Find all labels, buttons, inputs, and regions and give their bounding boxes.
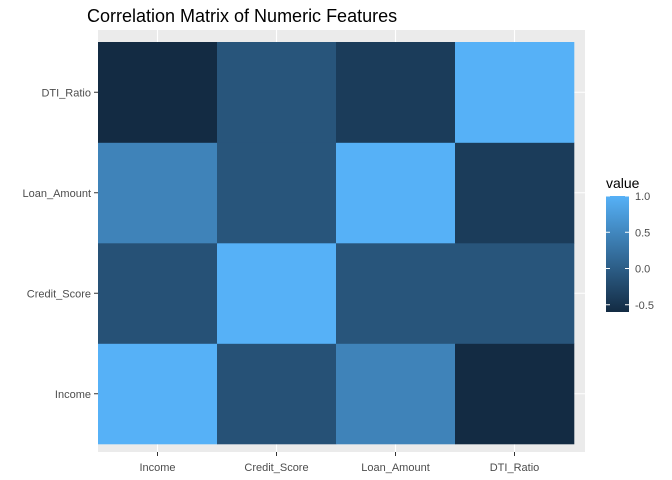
x-tick-label: Income [139,462,175,474]
x-tick-label: Credit_Score [244,462,308,474]
heatmap-tile [98,42,218,143]
heatmap-tile [455,343,575,445]
heatmap-tile [217,243,337,344]
legend-label: 1.0 [635,191,650,203]
legend-label: 0.0 [635,264,650,276]
heatmap-tile [98,243,218,344]
heatmap-tile [336,42,456,143]
legend-title: value [606,175,640,191]
y-tick-label: Credit_Score [27,288,91,300]
heatmap-tile [217,142,337,244]
y-tick-label: Income [55,389,91,401]
x-tick-label: DTI_Ratio [490,462,540,474]
legend-label: -0.5 [635,300,654,312]
chart-title: Correlation Matrix of Numeric Features [87,6,397,26]
color-legend: value 1.0 0.5 0.0 -0.5 [606,175,654,312]
heatmap-tile [455,243,575,344]
heatmap-tile [455,142,575,244]
y-tick-label: Loan_Amount [23,188,92,200]
legend-label: 0.5 [635,227,650,239]
legend-colorbar [606,196,629,312]
y-tick-label: DTI_Ratio [41,87,91,99]
heatmap-tile [217,343,337,445]
x-tick-label: Loan_Amount [361,462,430,474]
y-axis: Income Credit_Score Loan_Amount DTI_Ratio [23,87,98,401]
heatmap-tile [98,142,218,244]
heatmap-tile [336,243,456,344]
plot-panel [98,30,585,452]
heatmap-tile [336,142,456,244]
heatmap-tile [98,343,218,445]
heatmap-tile [336,343,456,445]
heatmap-tile [455,42,575,143]
heatmap-tile [217,42,337,143]
x-axis: Income Credit_Score Loan_Amount DTI_Ratio [139,452,539,474]
